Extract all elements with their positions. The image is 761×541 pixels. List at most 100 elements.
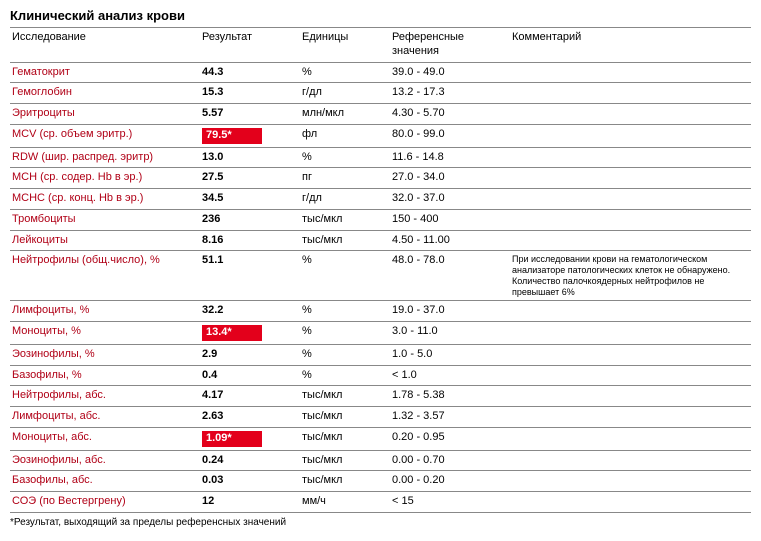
cell-comment (510, 427, 751, 450)
cell-units: % (300, 322, 390, 345)
table-row: Нейтрофилы (общ.число), %51.1%48.0 - 78.… (10, 251, 751, 301)
table-row: Эритроциты5.57млн/мкл4.30 - 5.70 (10, 104, 751, 125)
cell-test-name: RDW (шир. распред. эритр) (10, 147, 200, 168)
cell-result: 13.0 (200, 147, 300, 168)
cell-units: % (300, 62, 390, 83)
cell-units: тыс/мкл (300, 471, 390, 492)
cell-units: тыс/мкл (300, 209, 390, 230)
cell-test-name: Моноциты, абс. (10, 427, 200, 450)
cell-result: 2.63 (200, 407, 300, 428)
table-row: Моноциты, %13.4*%3.0 - 11.0 (10, 322, 751, 345)
cell-test-name: Гематокрит (10, 62, 200, 83)
cell-units: г/дл (300, 189, 390, 210)
table-row: Базофилы, %0.4%< 1.0 (10, 365, 751, 386)
cell-comment (510, 386, 751, 407)
cell-units: фл (300, 124, 390, 147)
flagged-result: 13.4* (202, 325, 262, 341)
cell-reference: 1.0 - 5.0 (390, 344, 510, 365)
cell-test-name: MCH (ср. содер. Hb в эр.) (10, 168, 200, 189)
cell-reference: < 1.0 (390, 365, 510, 386)
cell-test-name: Нейтрофилы (общ.число), % (10, 251, 200, 301)
cell-units: млн/мкл (300, 104, 390, 125)
cell-reference: 48.0 - 78.0 (390, 251, 510, 301)
table-header-row: Исследование Результат Единицы Референсн… (10, 28, 751, 63)
cell-units: тыс/мкл (300, 386, 390, 407)
table-row: Гемоглобин15.3г/дл13.2 - 17.3 (10, 83, 751, 104)
cell-test-name: Нейтрофилы, абс. (10, 386, 200, 407)
cell-reference: 0.20 - 0.95 (390, 427, 510, 450)
cell-units: тыс/мкл (300, 407, 390, 428)
cell-reference: 1.78 - 5.38 (390, 386, 510, 407)
flagged-result: 79.5* (202, 128, 262, 144)
cell-comment (510, 230, 751, 251)
table-row: Лейкоциты8.16тыс/мкл4.50 - 11.00 (10, 230, 751, 251)
cell-result: 15.3 (200, 83, 300, 104)
table-row: MCH (ср. содер. Hb в эр.)27.5пг27.0 - 34… (10, 168, 751, 189)
cell-reference: 3.0 - 11.0 (390, 322, 510, 345)
col-header-result: Результат (200, 28, 300, 63)
cell-comment (510, 209, 751, 230)
col-header-comment: Комментарий (510, 28, 751, 63)
cell-test-name: MCHC (ср. конц. Hb в эр.) (10, 189, 200, 210)
cell-units: мм/ч (300, 492, 390, 513)
table-row: Лимфоциты, %32.2%19.0 - 37.0 (10, 301, 751, 322)
cell-result: 0.4 (200, 365, 300, 386)
cell-test-name: Эритроциты (10, 104, 200, 125)
cell-reference: 4.50 - 11.00 (390, 230, 510, 251)
cell-reference: 13.2 - 17.3 (390, 83, 510, 104)
cell-units: % (300, 251, 390, 301)
cell-test-name: Лимфоциты, % (10, 301, 200, 322)
cell-result: 4.17 (200, 386, 300, 407)
cell-comment (510, 492, 751, 513)
cell-comment (510, 168, 751, 189)
cell-reference: 11.6 - 14.8 (390, 147, 510, 168)
table-row: Моноциты, абс.1.09*тыс/мкл0.20 - 0.95 (10, 427, 751, 450)
cell-result: 51.1 (200, 251, 300, 301)
cell-test-name: Базофилы, абс. (10, 471, 200, 492)
cell-comment (510, 124, 751, 147)
cell-comment (510, 147, 751, 168)
table-row: Нейтрофилы, абс.4.17тыс/мкл1.78 - 5.38 (10, 386, 751, 407)
cell-units: % (300, 365, 390, 386)
cell-result: 32.2 (200, 301, 300, 322)
table-row: RDW (шир. распред. эритр)13.0%11.6 - 14.… (10, 147, 751, 168)
cell-result: 8.16 (200, 230, 300, 251)
cell-comment (510, 365, 751, 386)
cell-result: 79.5* (200, 124, 300, 147)
cell-result: 0.24 (200, 450, 300, 471)
cell-reference: 27.0 - 34.0 (390, 168, 510, 189)
cell-units: % (300, 301, 390, 322)
flagged-result: 1.09* (202, 431, 262, 447)
cell-reference: 4.30 - 5.70 (390, 104, 510, 125)
cell-reference: 32.0 - 37.0 (390, 189, 510, 210)
cell-result: 236 (200, 209, 300, 230)
cell-units: % (300, 344, 390, 365)
cell-result: 0.03 (200, 471, 300, 492)
cell-result: 27.5 (200, 168, 300, 189)
cell-reference: < 15 (390, 492, 510, 513)
cell-result: 34.5 (200, 189, 300, 210)
col-header-ref: Референсные значения (390, 28, 510, 63)
cell-units: тыс/мкл (300, 450, 390, 471)
cell-comment (510, 301, 751, 322)
cell-test-name: MCV (ср. объем эритр.) (10, 124, 200, 147)
report-title: Клинический анализ крови (10, 8, 751, 23)
cell-comment (510, 450, 751, 471)
table-row: Тромбоциты236тыс/мкл150 - 400 (10, 209, 751, 230)
col-header-test: Исследование (10, 28, 200, 63)
cell-test-name: Лейкоциты (10, 230, 200, 251)
cell-reference: 0.00 - 0.20 (390, 471, 510, 492)
cell-comment (510, 83, 751, 104)
cell-result: 12 (200, 492, 300, 513)
table-row: Гематокрит44.3%39.0 - 49.0 (10, 62, 751, 83)
col-header-units: Единицы (300, 28, 390, 63)
cell-units: % (300, 147, 390, 168)
cell-reference: 150 - 400 (390, 209, 510, 230)
table-row: Лимфоциты, абс.2.63тыс/мкл1.32 - 3.57 (10, 407, 751, 428)
cell-comment (510, 104, 751, 125)
cell-reference: 0.00 - 0.70 (390, 450, 510, 471)
table-row: Базофилы, абс.0.03тыс/мкл0.00 - 0.20 (10, 471, 751, 492)
cell-comment (510, 189, 751, 210)
cell-test-name: Эозинофилы, абс. (10, 450, 200, 471)
cell-result: 1.09* (200, 427, 300, 450)
